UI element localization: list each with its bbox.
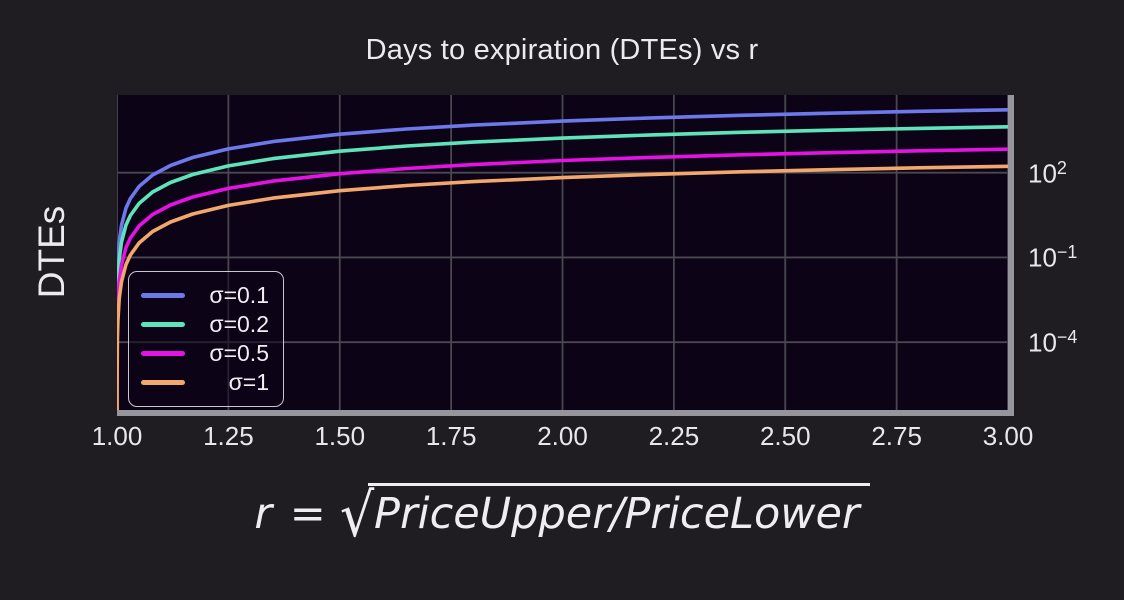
y-tick-label: 102: [1028, 157, 1067, 189]
y-tick-label: 10−4: [1028, 327, 1078, 358]
legend-swatch-sigma-0-2: [141, 322, 185, 327]
y-tick-label: 10−1: [1028, 242, 1078, 274]
x-axis-label-formula: r = √PriceUpper/PriceLower: [0, 481, 1124, 551]
x-tick-label: 2.75: [871, 421, 922, 451]
chart-title: Days to expiration (DTEs) vs r: [365, 34, 759, 66]
legend-item: σ=1: [141, 368, 271, 397]
x-tick-label: 1.50: [314, 421, 366, 451]
legend-label: σ=0.1: [209, 282, 269, 308]
x-tick-label: 3.00: [982, 421, 1034, 451]
x-tick-label: 1.00: [91, 421, 143, 451]
x-tick-label: 2.25: [648, 421, 700, 451]
x-tick-label: 1.25: [203, 421, 254, 451]
y-axis-ticks: 102 10−1 10−4: [1028, 95, 1124, 410]
legend-swatch-sigma-0-1: [141, 293, 185, 298]
plot-panel: σ=0.1 σ=0.2 σ=0.5 σ=1: [117, 95, 1014, 416]
y-axis-label: DTEs: [31, 205, 72, 299]
formula-radicand: PriceUpper/PriceLower: [368, 483, 870, 539]
legend-label: σ=1: [228, 369, 269, 395]
x-tick-label: 2.50: [759, 421, 811, 451]
legend-swatch-sigma-0-5: [141, 351, 185, 356]
x-axis-ticks: 1.00 1.25 1.50 1.75 2.00 2.25 2.50 2.75 3.00: [92, 421, 1034, 457]
x-tick-label: 1.75: [425, 421, 477, 451]
formula-lhs: r =: [254, 489, 328, 539]
x-tick-label: 2.00: [537, 421, 588, 451]
legend-item: σ=0.2: [141, 310, 271, 339]
plot-area: [117, 95, 1008, 410]
sqrt-symbol: √: [339, 481, 375, 551]
legend-label: σ=0.5: [209, 340, 269, 366]
legend-item: σ=0.5: [141, 339, 271, 368]
legend-label: σ=0.2: [209, 311, 269, 337]
series-line-σ=1: [117, 164, 1008, 410]
legend: σ=0.1 σ=0.2 σ=0.5 σ=1: [128, 271, 284, 407]
legend-item: σ=0.1: [141, 281, 271, 310]
legend-swatch-sigma-1: [141, 380, 185, 385]
